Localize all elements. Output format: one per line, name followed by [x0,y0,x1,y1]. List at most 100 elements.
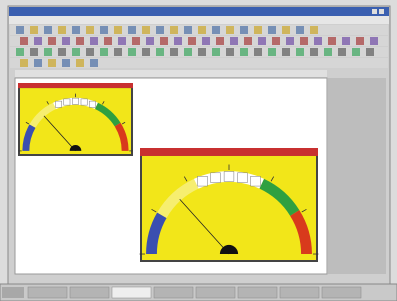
toolbar-button[interactable] [188,37,196,45]
toolbar-button[interactable] [370,37,378,45]
task-button[interactable] [280,287,319,298]
toolbar-button[interactable] [338,48,346,56]
toolbar-button[interactable] [342,37,350,45]
window-button[interactable] [372,9,377,14]
toolbar-button[interactable] [272,37,280,45]
toolbar-button[interactable] [44,48,52,56]
toolbar-button[interactable] [254,48,262,56]
toolbar-button[interactable] [132,37,140,45]
toolbar-button[interactable] [366,48,374,56]
task-button[interactable] [28,287,67,298]
toolbar-button[interactable] [310,26,318,34]
toolbar-button[interactable] [58,48,66,56]
toolbar-button[interactable] [184,26,192,34]
toolbar-button[interactable] [76,59,84,67]
toolbar-button[interactable] [156,26,164,34]
toolbar-button[interactable] [230,37,238,45]
toolbar-button[interactable] [34,37,42,45]
toolbar-button[interactable] [310,48,318,56]
toolbar-button[interactable] [174,37,182,45]
toolbar-button[interactable] [20,37,28,45]
toolbar-button[interactable] [16,48,24,56]
toolbar-button[interactable] [296,48,304,56]
toolbar-button[interactable] [76,37,84,45]
toolbar-button[interactable] [72,48,80,56]
toolbar-button[interactable] [114,48,122,56]
toolbar-button[interactable] [282,48,290,56]
task-button[interactable] [112,287,151,298]
toolbar-button[interactable] [146,37,154,45]
window-button[interactable] [379,9,384,14]
toolbar-button[interactable] [286,37,294,45]
toolbar-button[interactable] [282,26,290,34]
toolbar-button[interactable] [268,26,276,34]
toolbar-button[interactable] [226,48,234,56]
toolbar-button[interactable] [216,37,224,45]
toolbar-button[interactable] [202,37,210,45]
toolbar-button[interactable] [118,37,126,45]
toolbar-button[interactable] [184,48,192,56]
toolbar-button[interactable] [62,37,70,45]
toolbar-button[interactable] [254,26,262,34]
toolbar-button[interactable] [240,26,248,34]
toolbar-button[interactable] [356,37,364,45]
gauge-box [251,176,261,186]
task-button[interactable] [154,287,193,298]
task-button[interactable] [70,287,109,298]
gauge-box [55,101,61,107]
toolbar-button[interactable] [30,48,38,56]
toolbar-button[interactable] [212,48,220,56]
toolbar-button[interactable] [100,26,108,34]
toolbar-button[interactable] [128,26,136,34]
toolbar-button[interactable] [198,48,206,56]
task-button[interactable] [196,287,235,298]
toolbar-button[interactable] [268,48,276,56]
gauge-box [72,98,78,104]
toolbar-button[interactable] [128,48,136,56]
toolbar-button[interactable] [104,37,112,45]
toolbar-button[interactable] [114,26,122,34]
toolbar-button[interactable] [258,37,266,45]
toolbar-button[interactable] [212,26,220,34]
toolbar-button[interactable] [44,26,52,34]
toolbar-button[interactable] [226,26,234,34]
task-button[interactable] [322,287,361,298]
toolbar-button[interactable] [90,37,98,45]
toolbar-button[interactable] [142,26,150,34]
start-button[interactable] [2,287,24,298]
toolbar-button[interactable] [198,26,206,34]
toolbar-button[interactable] [20,59,28,67]
gauge-box [238,173,248,183]
toolbar-button[interactable] [86,48,94,56]
toolbar-button[interactable] [352,48,360,56]
screenshot [0,0,397,301]
task-button[interactable] [238,287,277,298]
toolbar-button[interactable] [90,59,98,67]
toolbar-button[interactable] [244,37,252,45]
toolbar-button[interactable] [328,37,336,45]
taskbar-items [2,287,361,298]
toolbar-button[interactable] [142,48,150,56]
toolbar-button[interactable] [160,37,168,45]
toolbar-button[interactable] [300,37,308,45]
toolbar-button[interactable] [240,48,248,56]
toolbar-button[interactable] [62,59,70,67]
toolbar-button[interactable] [34,59,42,67]
toolbar-button[interactable] [86,26,94,34]
toolbar-button[interactable] [58,26,66,34]
toolbar-button[interactable] [314,37,322,45]
toolbar-button[interactable] [156,48,164,56]
toolbar-button[interactable] [48,59,56,67]
toolbar-button[interactable] [72,26,80,34]
toolbar-button[interactable] [48,37,56,45]
gauge-header [18,83,133,88]
toolbar-button[interactable] [16,26,24,34]
gauge-box [211,173,221,183]
toolbar-button[interactable] [30,26,38,34]
toolbar-button[interactable] [170,48,178,56]
toolbar-button[interactable] [296,26,304,34]
toolbar-button[interactable] [100,48,108,56]
toolbar-button[interactable] [170,26,178,34]
toolbar-button[interactable] [324,48,332,56]
gauge-box [89,101,95,107]
